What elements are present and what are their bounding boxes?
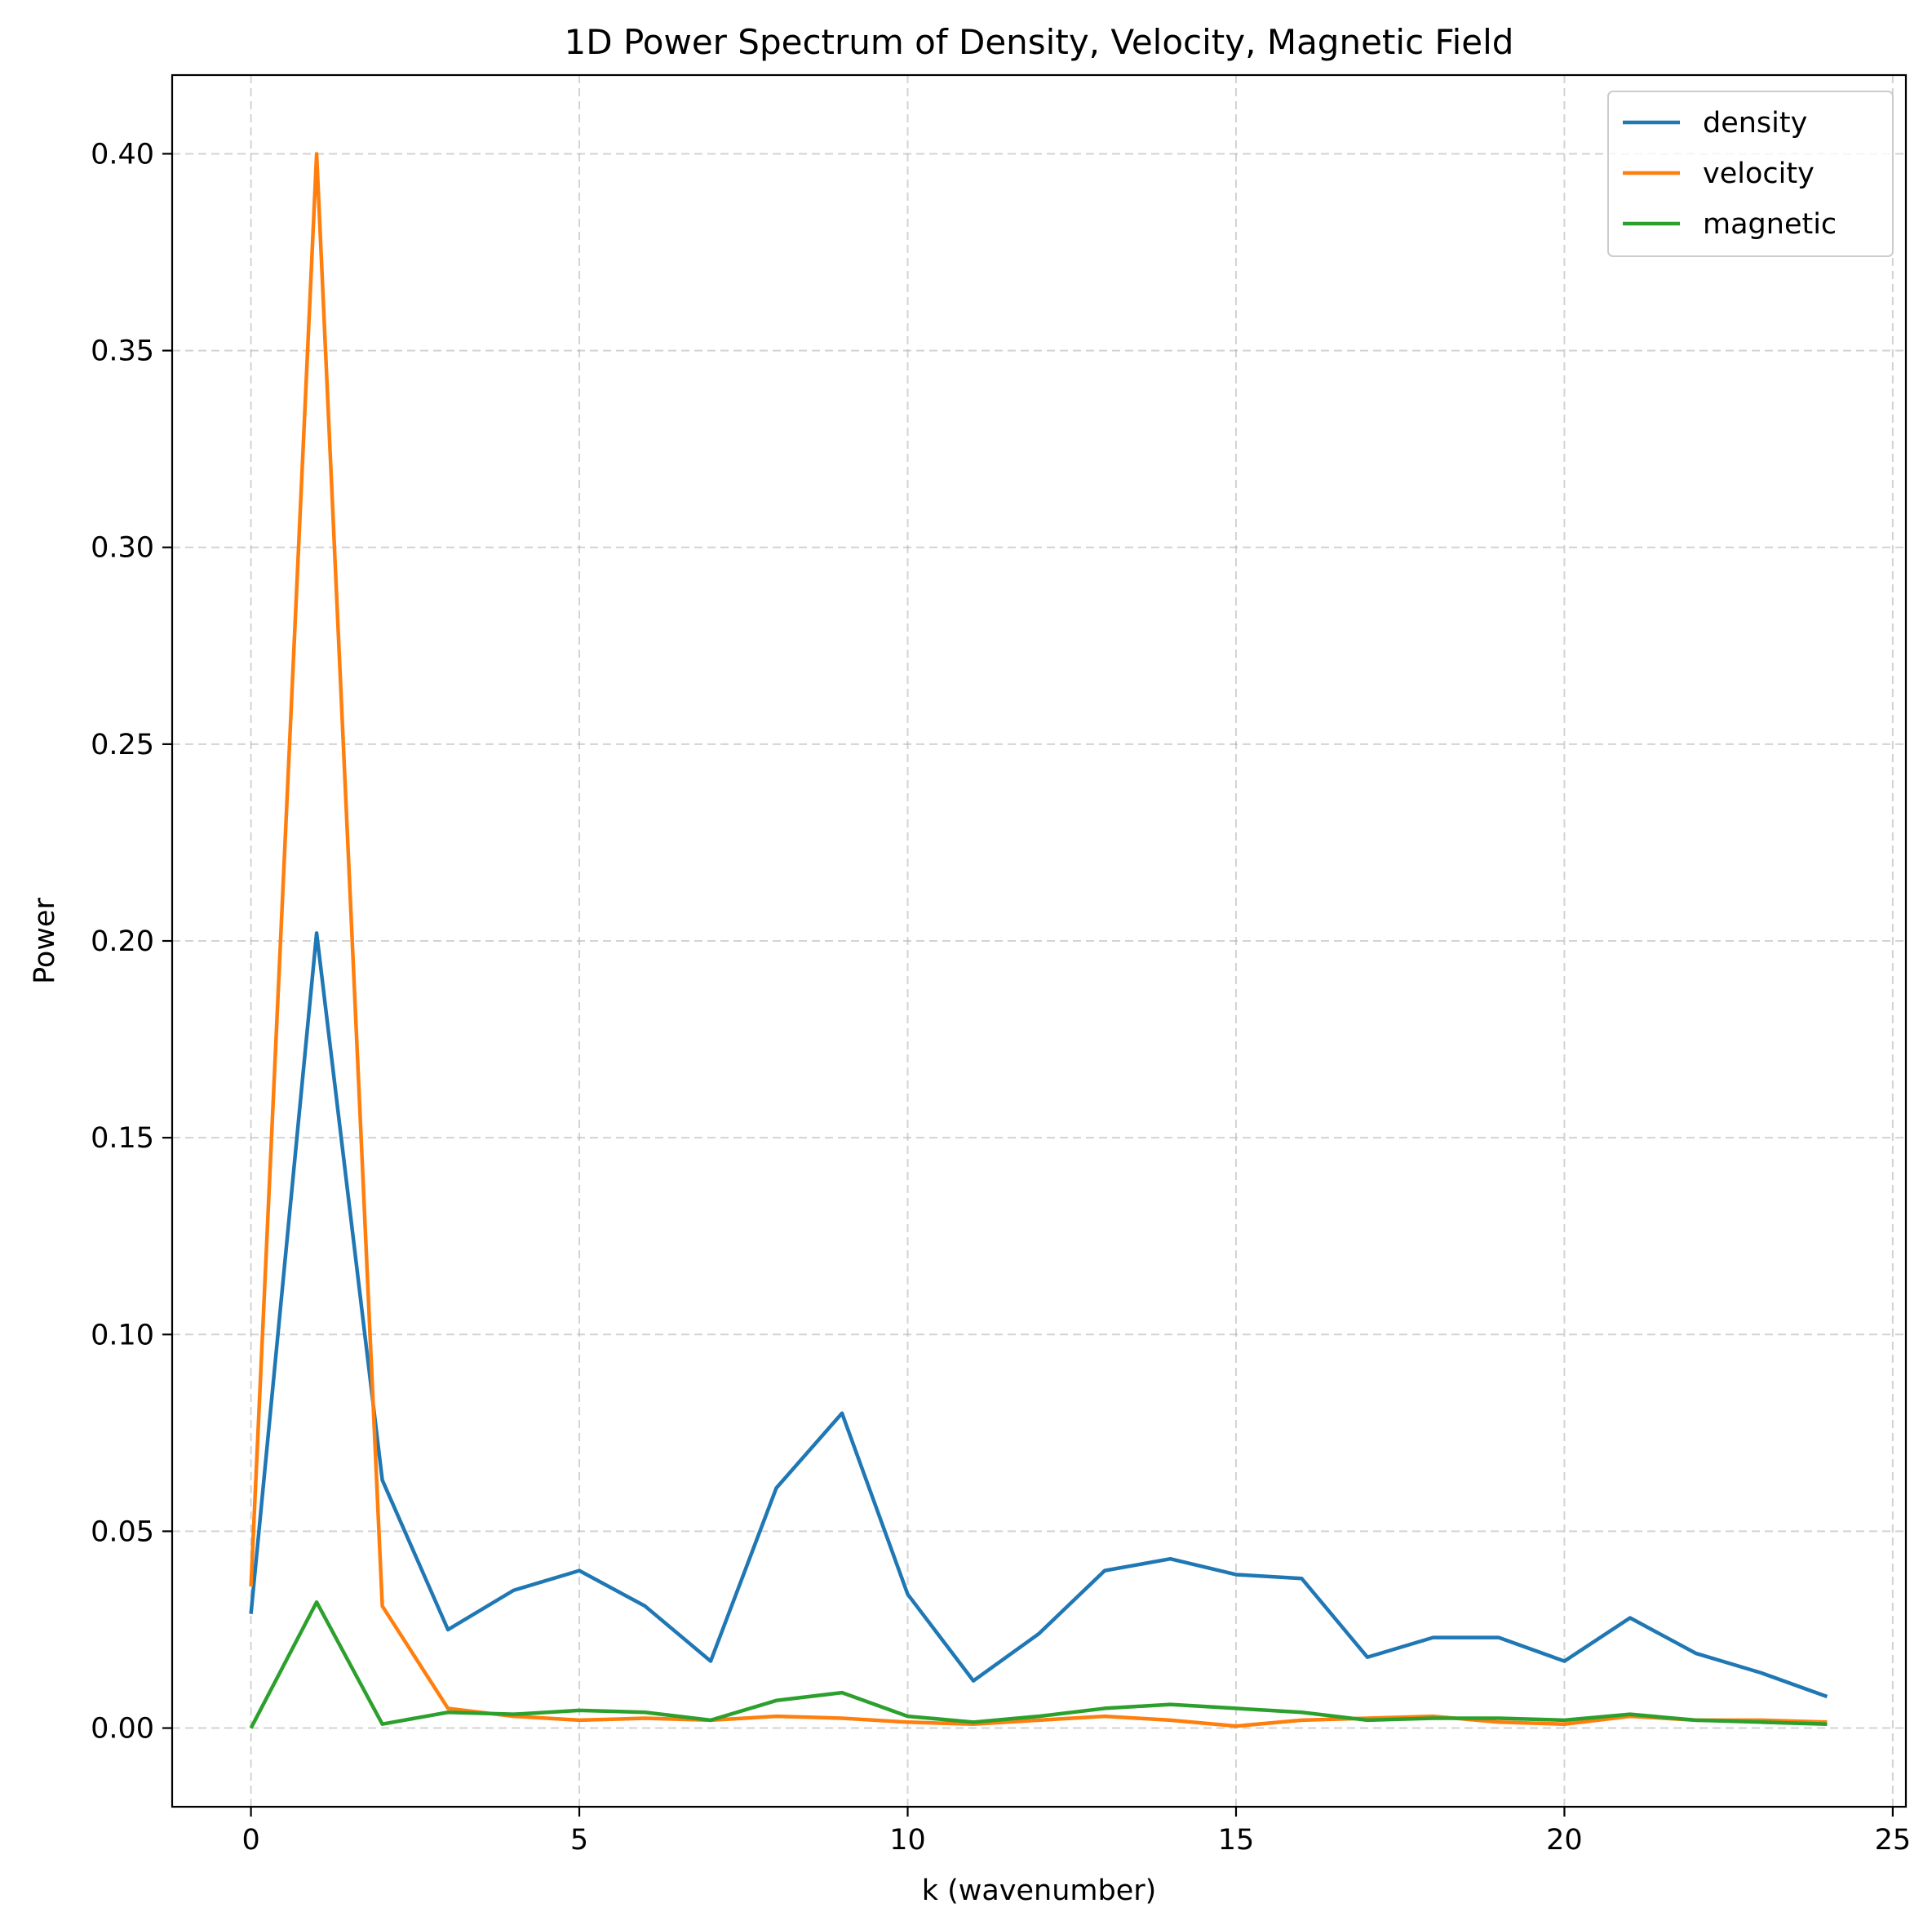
legend-label-velocity: velocity (1703, 158, 1815, 190)
y-tick-label: 0.30 (91, 532, 154, 565)
series-line-density (249, 931, 1828, 1699)
legend-label-density: density (1703, 107, 1807, 140)
x-axis-label: k (wavenumber) (922, 1875, 1157, 1907)
y-tick-label: 0.40 (91, 138, 154, 171)
x-tick-label: 20 (1546, 1824, 1583, 1857)
series-line-velocity (249, 152, 1828, 1728)
legend-label-magnetic: magnetic (1703, 208, 1837, 241)
series-lines (249, 152, 1828, 1729)
grid (172, 75, 1906, 1807)
y-axis-label: Power (29, 897, 61, 983)
series-line-magnetic (249, 1599, 1828, 1729)
y-axis-ticks: 0.00 0.05 0.10 0.15 0.20 0.25 0.30 0.35 0.40 (91, 138, 172, 1746)
x-tick-label: 0 (242, 1824, 259, 1857)
y-tick-label: 0.25 (91, 729, 154, 761)
x-tick-label: 5 (570, 1824, 588, 1857)
x-axis-ticks: 0 5 10 15 20 25 (242, 1807, 1911, 1857)
y-tick-label: 0.20 (91, 925, 154, 958)
y-tick-label: 0.15 (91, 1122, 154, 1155)
y-tick-label: 0.00 (91, 1713, 154, 1746)
y-tick-label: 0.05 (91, 1515, 154, 1548)
y-tick-label: 0.10 (91, 1319, 154, 1351)
chart-title: 1D Power Spectrum of Density, Velocity, … (565, 22, 1514, 62)
x-tick-label: 10 (889, 1824, 926, 1857)
legend: density velocity magnetic (1607, 91, 1894, 257)
legend-box (1607, 91, 1894, 257)
y-tick-label: 0.35 (91, 335, 154, 368)
x-tick-label: 25 (1875, 1824, 1912, 1857)
x-tick-label: 15 (1218, 1824, 1255, 1857)
